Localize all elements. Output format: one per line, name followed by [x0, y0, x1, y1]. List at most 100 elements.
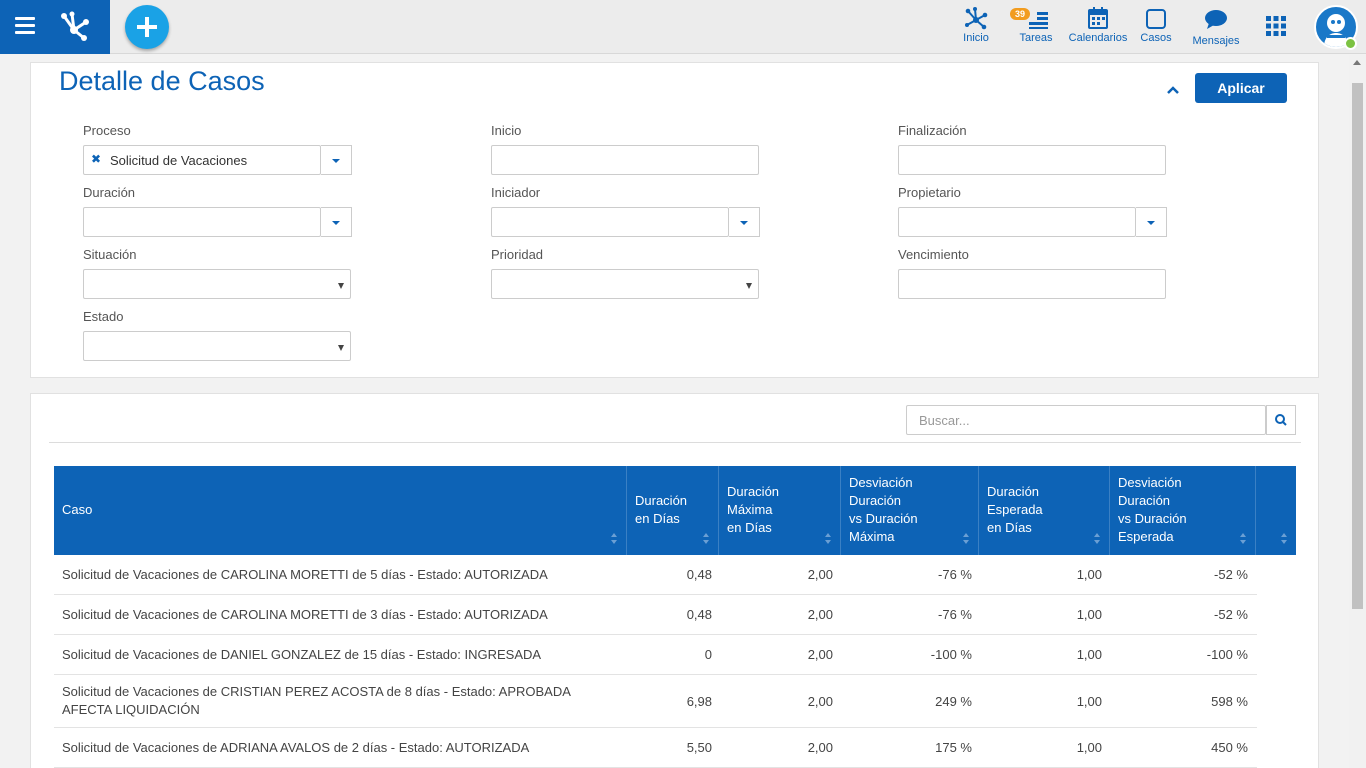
propietario-dropdown-button[interactable] — [1136, 207, 1167, 237]
table-row[interactable]: Solicitud de Vacaciones de CRISTIAN PERE… — [54, 675, 1257, 728]
col-duracion-esperada-label: Duración Esperada en Días — [987, 484, 1043, 535]
nav-calendarios[interactable]: Calendarios — [1068, 6, 1128, 50]
cell-duracion-esperada: 1,00 — [1076, 607, 1102, 622]
sort-icon — [1281, 533, 1288, 545]
apply-button[interactable]: Aplicar — [1195, 73, 1287, 103]
cell-duracion: 0,48 — [686, 567, 712, 582]
process-icon — [965, 7, 988, 30]
cases-icon — [1146, 9, 1166, 29]
remove-tag-icon[interactable]: ✖ — [91, 152, 102, 166]
proceso-field[interactable]: ✖ Solicitud de Vacaciones — [83, 145, 321, 175]
col-caso[interactable]: Caso — [54, 466, 627, 555]
filters-panel: Detalle de Casos Aplicar Proceso ✖ Solic… — [30, 62, 1319, 378]
finalizacion-input[interactable] — [898, 145, 1166, 175]
estado-label: Estado — [83, 309, 124, 324]
nav-casos[interactable]: Casos — [1139, 6, 1173, 50]
cell-caso: Solicitud de Vacaciones de CRISTIAN PERE… — [62, 684, 571, 717]
table-header: Caso Duración en Días Duración Máxima en… — [54, 466, 1296, 555]
prioridad-label: Prioridad — [491, 247, 544, 262]
cell-duracion-maxima: 2,00 — [807, 693, 833, 709]
cell-desviacion-esperada: -52 % — [1214, 567, 1248, 582]
col-extra[interactable] — [1256, 466, 1296, 555]
table-row[interactable]: Solicitud de Vacaciones de ADRIANA AVALO… — [54, 728, 1257, 768]
calendar-icon — [1088, 7, 1108, 29]
cell-duracion-esperada: 1,00 — [1076, 693, 1102, 709]
proceso-value: Solicitud de Vacaciones — [110, 153, 248, 168]
propietario-input[interactable] — [898, 207, 1136, 237]
cell-duracion-maxima: 2,00 — [807, 567, 833, 582]
duracion-dropdown-button[interactable] — [321, 207, 352, 237]
vencimiento-input[interactable] — [898, 269, 1166, 299]
iniciador-input[interactable] — [491, 207, 729, 237]
cell-duracion-maxima: 2,00 — [807, 740, 833, 755]
tasks-icon — [1029, 12, 1048, 29]
logo-icon[interactable] — [56, 8, 92, 44]
nav-casos-label: Casos — [1140, 32, 1172, 44]
duracion-input[interactable] — [83, 207, 321, 237]
inicio-input[interactable] — [491, 145, 759, 175]
col-duracion-maxima[interactable]: Duración Máxima en Días — [719, 466, 841, 555]
prioridad-select[interactable] — [491, 269, 759, 299]
scroll-up-icon[interactable] — [1353, 60, 1361, 65]
cell-caso: Solicitud de Vacaciones de CAROLINA MORE… — [62, 566, 548, 582]
cell-desviacion-esperada: 450 % — [1211, 740, 1248, 755]
iniciador-label: Iniciador — [491, 185, 541, 200]
inicio-label: Inicio — [491, 123, 522, 138]
cell-duracion-maxima: 2,00 — [807, 647, 833, 662]
cell-desviacion-maxima: 249 % — [935, 693, 972, 709]
col-duracion-label: Duración en Días — [635, 493, 688, 526]
search-input[interactable] — [906, 405, 1266, 435]
cell-caso: Solicitud de Vacaciones de DANIEL GONZAL… — [62, 646, 542, 662]
online-status-indicator — [1344, 37, 1357, 50]
apps-grid-icon[interactable] — [1266, 16, 1286, 36]
cell-desviacion-maxima: 175 % — [935, 740, 972, 755]
vertical-scrollbar[interactable] — [1349, 55, 1366, 768]
col-desviacion-esperada[interactable]: Desviación Duración vs Duración Esperada — [1110, 466, 1256, 555]
col-duracion-esperada[interactable]: Duración Esperada en Días — [979, 466, 1110, 555]
cell-desviacion-maxima: -76 % — [938, 567, 972, 582]
collapse-chevron-icon[interactable] — [1166, 83, 1180, 97]
iniciador-dropdown-button[interactable] — [729, 207, 760, 237]
cell-duracion-esperada: 1,00 — [1076, 647, 1102, 662]
sort-icon — [703, 533, 710, 545]
table-row[interactable]: Solicitud de Vacaciones de CAROLINA MORE… — [54, 555, 1257, 595]
cell-duracion: 0 — [704, 647, 712, 662]
nav-tareas[interactable]: 39 Tareas — [1010, 6, 1056, 50]
col-desviacion-esperada-label: Desviación Duración vs Duración Esperada — [1118, 475, 1187, 544]
cell-desviacion-esperada: 598 % — [1211, 693, 1248, 709]
brand-area — [0, 0, 110, 54]
divider — [49, 442, 1301, 443]
cell-duracion-esperada: 1,00 — [1076, 740, 1102, 755]
situacion-label: Situación — [83, 247, 137, 262]
search-button[interactable] — [1266, 405, 1296, 435]
add-new-button[interactable] — [125, 5, 169, 49]
col-desviacion-maxima[interactable]: Desviación Duración vs Duración Máxima — [841, 466, 979, 555]
cell-caso: Solicitud de Vacaciones de CAROLINA MORE… — [62, 606, 548, 622]
search-icon — [1275, 414, 1287, 426]
situacion-select[interactable] — [83, 269, 351, 299]
cell-desviacion-esperada: -52 % — [1214, 607, 1248, 622]
cell-duracion: 0,48 — [686, 607, 712, 622]
nav-inicio[interactable]: Inicio — [956, 6, 996, 50]
messages-icon — [1205, 10, 1227, 29]
hamburger-menu-icon[interactable] — [15, 17, 35, 35]
cell-caso: Solicitud de Vacaciones de ADRIANA AVALO… — [62, 739, 530, 755]
proceso-dropdown-button[interactable] — [321, 145, 352, 175]
cell-desviacion-maxima: -100 % — [930, 647, 972, 662]
table-row[interactable]: Solicitud de Vacaciones de DANIEL GONZAL… — [54, 635, 1257, 675]
col-desviacion-maxima-label: Desviación Duración vs Duración Máxima — [849, 475, 918, 544]
finalizacion-label: Finalización — [898, 123, 967, 138]
estado-select[interactable] — [83, 331, 351, 361]
cell-duracion-esperada: 1,00 — [1076, 567, 1102, 582]
nav-mensajes[interactable]: Mensajes — [1192, 6, 1240, 50]
user-avatar-icon — [1324, 14, 1348, 47]
results-panel: Caso Duración en Días Duración Máxima en… — [30, 393, 1319, 768]
col-caso-label: Caso — [62, 502, 93, 517]
col-duracion[interactable]: Duración en Días — [627, 466, 719, 555]
cell-desviacion-esperada: -100 % — [1206, 647, 1248, 662]
scrollbar-thumb[interactable] — [1352, 83, 1363, 609]
duracion-label: Duración — [83, 185, 136, 200]
table-row[interactable]: Solicitud de Vacaciones de CAROLINA MORE… — [54, 595, 1257, 635]
nav-inicio-label: Inicio — [963, 32, 989, 44]
proceso-label: Proceso — [83, 123, 131, 138]
